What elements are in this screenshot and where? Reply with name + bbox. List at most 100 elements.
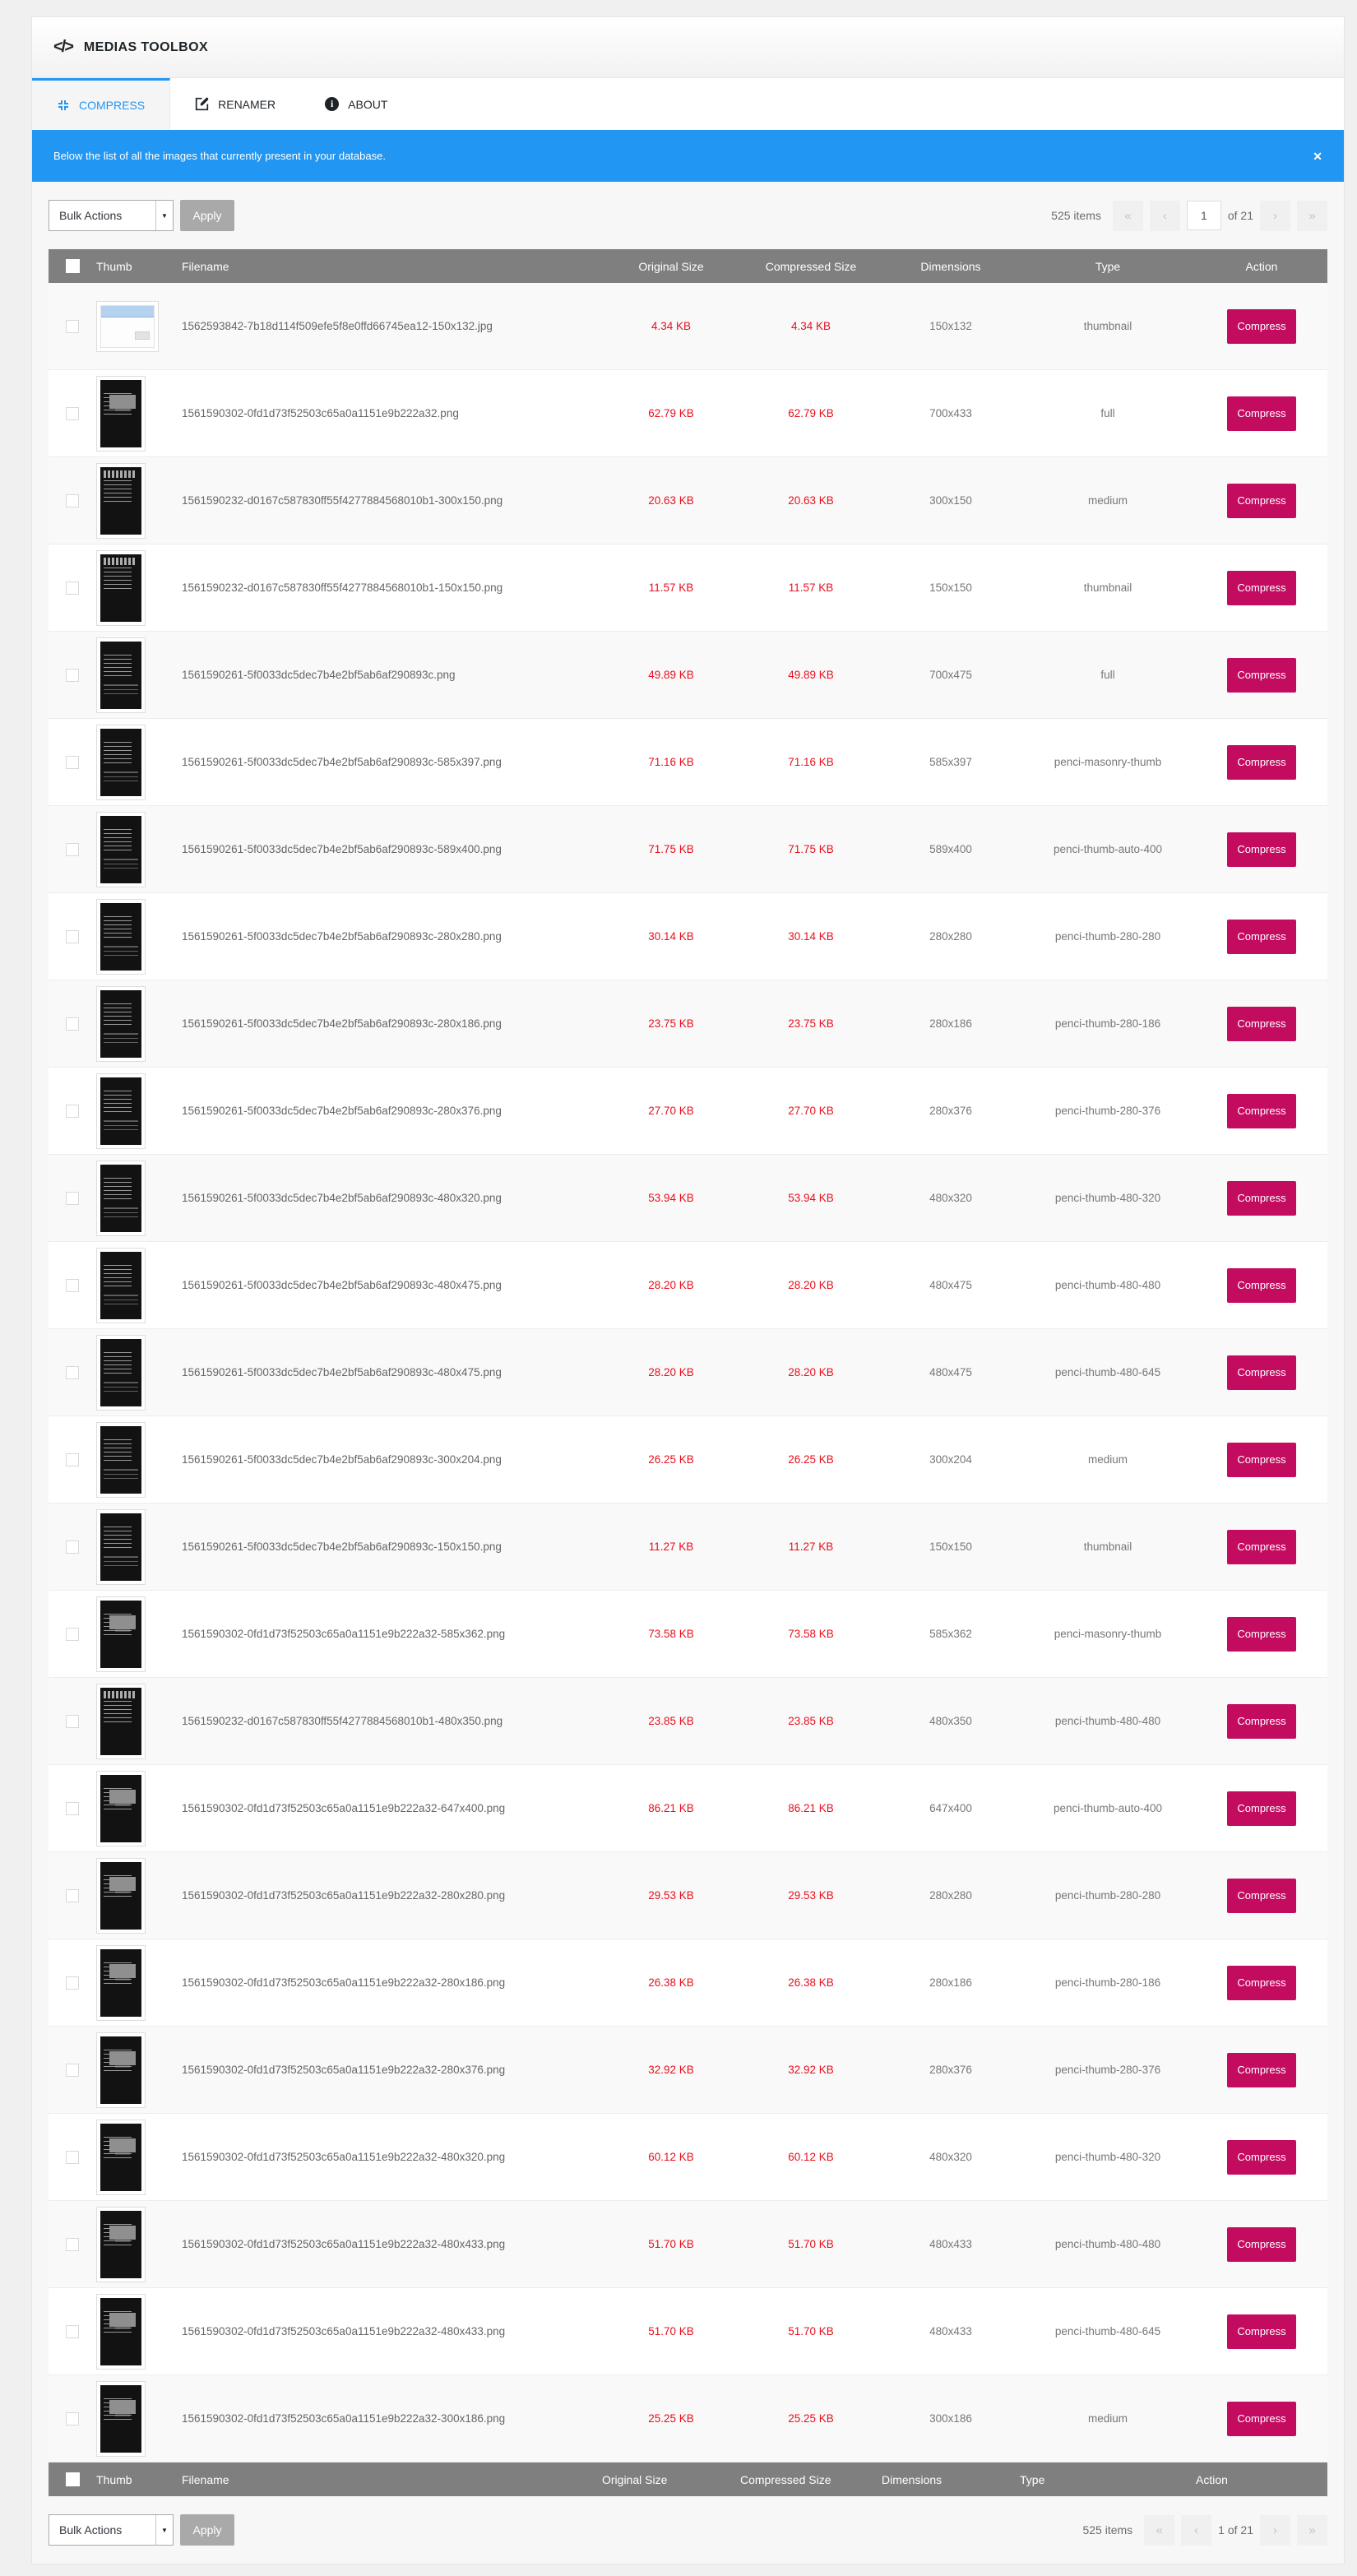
compress-button[interactable]: Compress xyxy=(1227,1442,1296,1477)
compress-button[interactable]: Compress xyxy=(1227,570,1296,605)
compress-button[interactable]: Compress xyxy=(1227,744,1296,780)
last-page-button-bottom[interactable]: » xyxy=(1297,2514,1327,2546)
tab-about[interactable]: i ABOUT xyxy=(300,78,412,130)
compress-button[interactable]: Compress xyxy=(1227,308,1296,344)
row-checkbox[interactable] xyxy=(66,1452,79,1466)
bulk-actions-select-bottom[interactable]: Bulk Actions ▼ xyxy=(49,2514,174,2546)
type-value: penci-thumb-280-376 xyxy=(1054,2064,1161,2076)
thumbnail-image xyxy=(100,1687,141,1755)
thumbnail-image xyxy=(100,2384,141,2453)
items-count-bottom: 525 items xyxy=(1082,2523,1133,2537)
select-all-checkbox[interactable] xyxy=(66,259,80,273)
row-checkbox[interactable] xyxy=(66,1017,79,1031)
row-checkbox[interactable] xyxy=(66,1627,79,1641)
select-all-checkbox-bottom[interactable] xyxy=(66,2472,80,2486)
row-checkbox[interactable] xyxy=(66,668,79,682)
compress-button[interactable]: Compress xyxy=(1227,2139,1296,2175)
row-checkbox[interactable] xyxy=(66,1714,79,1728)
original-size-value: 29.53 KB xyxy=(648,1889,694,1902)
compress-button[interactable]: Compress xyxy=(1227,2226,1296,2262)
compress-button[interactable]: Compress xyxy=(1227,919,1296,954)
compress-button[interactable]: Compress xyxy=(1227,1006,1296,1041)
filename-text: 1561590302-0fd1d73f52503c65a0a1151e9b222… xyxy=(182,1976,506,1989)
compress-button[interactable]: Compress xyxy=(1227,483,1296,518)
row-checkbox[interactable] xyxy=(66,1278,79,1292)
compress-button[interactable]: Compress xyxy=(1227,1180,1296,1216)
row-checkbox[interactable] xyxy=(66,2324,79,2338)
compress-button[interactable]: Compress xyxy=(1227,1267,1296,1303)
original-size-value: 23.75 KB xyxy=(648,1017,694,1030)
row-checkbox[interactable] xyxy=(66,1976,79,1990)
compress-button[interactable]: Compress xyxy=(1227,657,1296,693)
table-row: 1561590302-0fd1d73f52503c65a0a1151e9b222… xyxy=(49,370,1327,457)
compress-button[interactable]: Compress xyxy=(1227,1529,1296,1564)
apply-button[interactable]: Apply xyxy=(180,200,234,231)
row-checkbox[interactable] xyxy=(66,2150,79,2164)
table-row: 1561590261-5f0033dc5dec7b4e2bf5ab6af2908… xyxy=(49,806,1327,893)
row-checkbox[interactable] xyxy=(66,1365,79,1379)
last-page-button[interactable]: » xyxy=(1297,200,1327,231)
compress-button[interactable]: Compress xyxy=(1227,2052,1296,2087)
compress-button[interactable]: Compress xyxy=(1227,2401,1296,2436)
action-cell: Compress xyxy=(1196,1355,1327,1390)
compress-button[interactable]: Compress xyxy=(1227,1791,1296,1826)
row-checkbox[interactable] xyxy=(66,2063,79,2077)
compress-button[interactable]: Compress xyxy=(1227,1355,1296,1390)
first-page-button-bottom[interactable]: « xyxy=(1144,2514,1175,2546)
thumbnail-image xyxy=(100,1513,141,1581)
tab-renamer[interactable]: RENAMER xyxy=(170,78,300,130)
filename-text: 1561590302-0fd1d73f52503c65a0a1151e9b222… xyxy=(182,2412,506,2425)
compress-button[interactable]: Compress xyxy=(1227,2314,1296,2349)
row-checkbox[interactable] xyxy=(66,406,79,420)
next-page-button[interactable]: › xyxy=(1260,200,1290,231)
compress-button[interactable]: Compress xyxy=(1227,1093,1296,1128)
thumb-cell xyxy=(96,1073,182,1149)
page-title: MEDIAS TOOLBOX xyxy=(83,39,209,54)
row-checkbox[interactable] xyxy=(66,842,79,856)
row-checkbox[interactable] xyxy=(66,1191,79,1205)
row-checkbox[interactable] xyxy=(66,1540,79,1554)
thumbnail xyxy=(96,549,146,626)
type-value: penci-masonry-thumb xyxy=(1054,756,1162,768)
row-checkbox[interactable] xyxy=(66,1888,79,1902)
compress-button[interactable]: Compress xyxy=(1227,1965,1296,2000)
compress-button[interactable]: Compress xyxy=(1227,396,1296,431)
thumbnail xyxy=(96,1421,146,1498)
bulk-actions-select[interactable]: Bulk Actions ▼ xyxy=(49,200,174,231)
tab-compress[interactable]: COMPRESS xyxy=(32,78,171,130)
apply-button-bottom[interactable]: Apply xyxy=(180,2514,234,2546)
row-checkbox[interactable] xyxy=(66,581,79,595)
thumb-cell xyxy=(96,1944,182,2021)
row-checkbox[interactable] xyxy=(66,2237,79,2251)
row-checkbox[interactable] xyxy=(66,493,79,507)
first-page-button[interactable]: « xyxy=(1112,200,1143,231)
dimensions-value: 480x475 xyxy=(929,1279,972,1291)
row-checkbox[interactable] xyxy=(66,929,79,943)
thumbnail-image xyxy=(100,989,141,1058)
compress-button[interactable]: Compress xyxy=(1227,1878,1296,1913)
row-checkbox[interactable] xyxy=(66,755,79,769)
compressed-size-value: 73.58 KB xyxy=(788,1628,834,1640)
compressed-size-value: 51.70 KB xyxy=(788,2325,834,2337)
next-page-button-bottom[interactable]: › xyxy=(1260,2514,1290,2546)
compress-button[interactable]: Compress xyxy=(1227,1616,1296,1652)
compress-button[interactable]: Compress xyxy=(1227,832,1296,867)
close-icon[interactable]: ✕ xyxy=(1313,149,1322,163)
page-number-input[interactable] xyxy=(1186,201,1221,230)
row-checkbox[interactable] xyxy=(66,1801,79,1815)
compress-button[interactable]: Compress xyxy=(1227,1703,1296,1739)
row-checkbox[interactable] xyxy=(66,1104,79,1118)
action-cell: Compress xyxy=(1196,1878,1327,1913)
table-row: 1561590302-0fd1d73f52503c65a0a1151e9b222… xyxy=(49,1852,1327,1939)
dimensions-value: 150x150 xyxy=(929,1541,972,1553)
table-row: 1561590261-5f0033dc5dec7b4e2bf5ab6af2908… xyxy=(49,1242,1327,1329)
row-checkbox[interactable] xyxy=(66,319,79,333)
dimensions-value: 480x350 xyxy=(929,1715,972,1727)
prev-page-button-bottom[interactable]: ‹ xyxy=(1181,2514,1212,2546)
compressed-size-value: 4.34 KB xyxy=(790,320,831,332)
filename-text: 1561590261-5f0033dc5dec7b4e2bf5ab6af2908… xyxy=(182,930,502,943)
prev-page-button[interactable]: ‹ xyxy=(1149,200,1180,231)
dimensions-value: 280x376 xyxy=(929,2064,972,2076)
row-checkbox[interactable] xyxy=(66,2412,79,2425)
thumbnail xyxy=(96,1683,146,1759)
